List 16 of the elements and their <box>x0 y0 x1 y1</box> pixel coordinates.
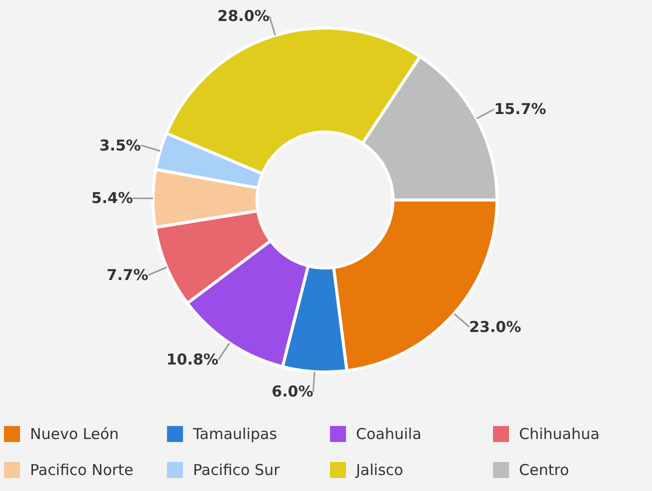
legend-label: Centro <box>519 461 570 479</box>
legend-label: Nuevo León <box>30 425 119 443</box>
legend-label: Coahuila <box>356 425 422 443</box>
legend-label: Tamaulipas <box>193 425 278 443</box>
data-label: 7.7% <box>106 266 148 284</box>
data-label: 15.7% <box>494 100 546 118</box>
data-label: 5.4% <box>91 189 134 208</box>
legend-label: Jalisco <box>356 461 404 479</box>
data-label: 6.0% <box>272 382 314 401</box>
legend-label: Pacifico Norte <box>30 461 134 479</box>
legend-label: Pacifico Sur <box>193 461 280 479</box>
legend-label: Chihuahua <box>519 425 600 443</box>
data-label: 10.8% <box>166 350 218 369</box>
data-label: 3.5% <box>99 136 141 154</box>
data-label: 23.0% <box>469 318 522 336</box>
data-label: 28.0% <box>217 7 270 26</box>
